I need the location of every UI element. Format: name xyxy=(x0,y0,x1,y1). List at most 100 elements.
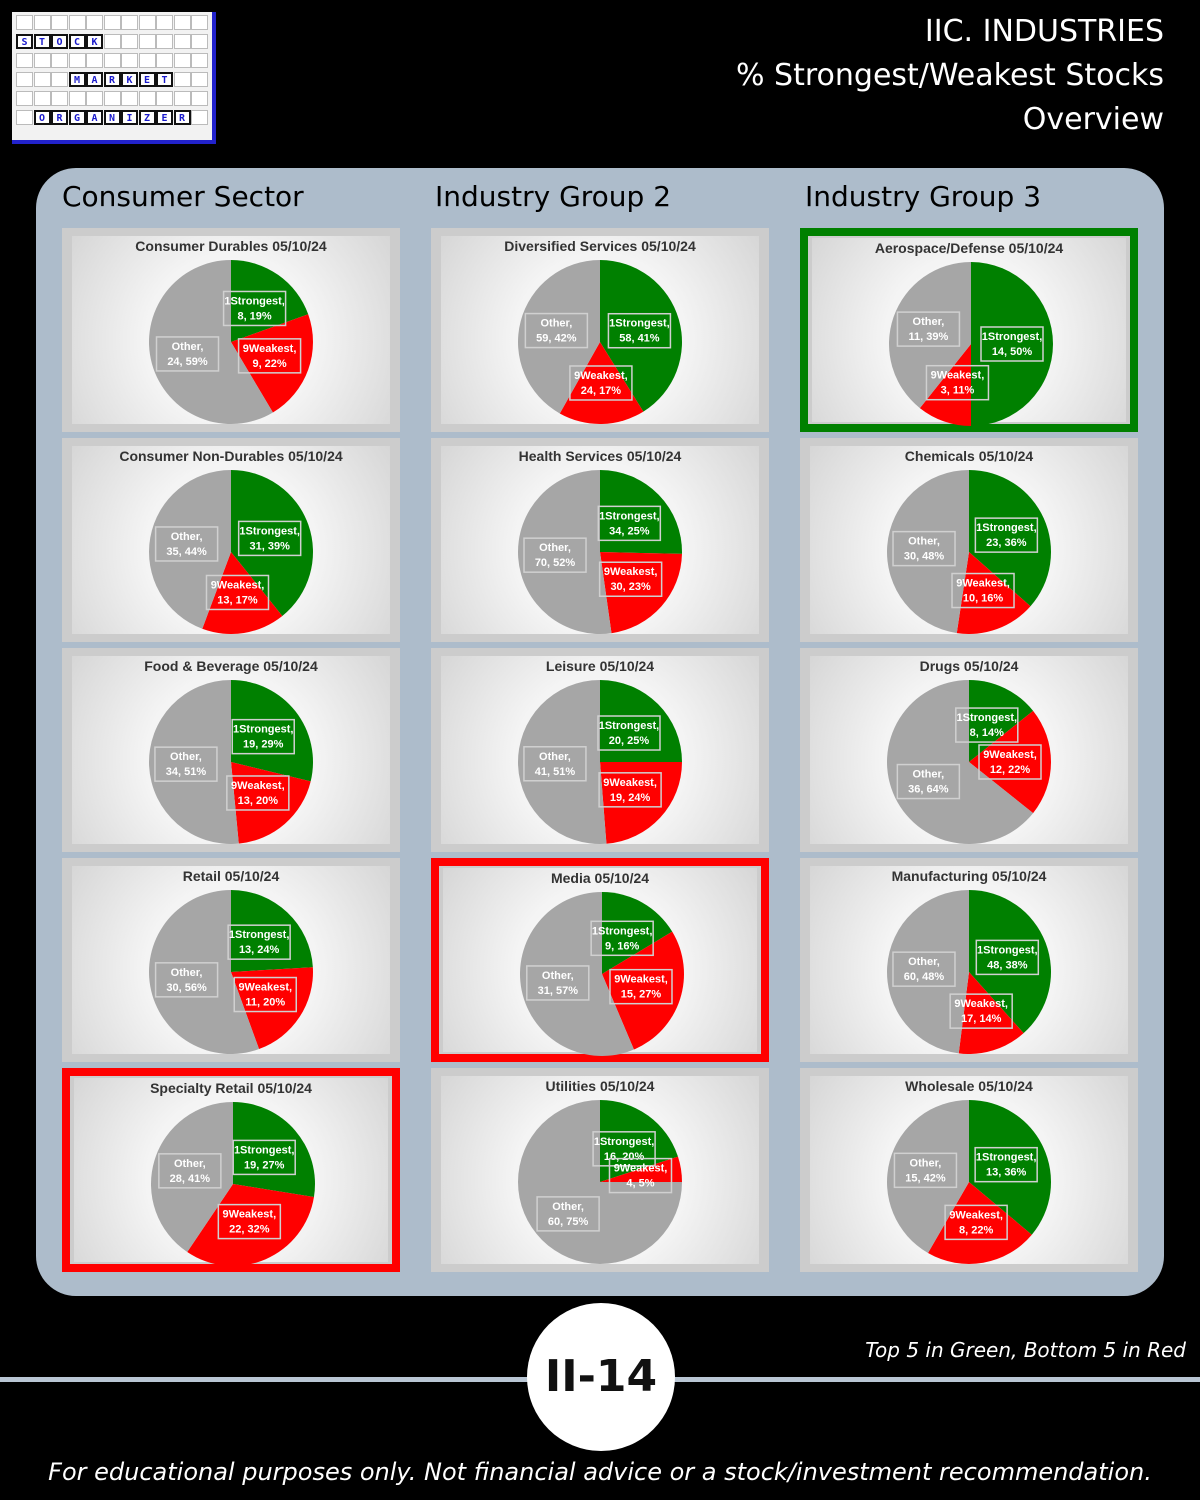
logo-grid-cell xyxy=(33,53,51,68)
data-label-text: 20, 25% xyxy=(609,735,650,747)
data-label-text: 30, 56% xyxy=(166,982,207,994)
data-label-box xyxy=(896,763,961,800)
data-label-box xyxy=(955,707,1019,743)
pie-chart-card-chemicals: Chemicals 05/10/24 1Strongest, 23, 36% 9Wea… xyxy=(800,438,1138,642)
data-label-9weakest: 9Weakest, 22, 32% xyxy=(217,1203,282,1240)
data-label-box xyxy=(607,312,672,349)
data-label-box xyxy=(158,1153,222,1189)
chart-title: Drugs 05/10/24 xyxy=(919,658,1019,674)
data-label-box xyxy=(217,1203,282,1240)
pie-chart-card-specialty-retail: Specialty Retail 05/10/24 1Strongest, 19, … xyxy=(62,1068,400,1272)
data-label-box xyxy=(222,290,287,327)
data-label-box xyxy=(974,517,1039,553)
pie-slice-other xyxy=(148,260,273,424)
title-line-3: Overview xyxy=(1022,102,1164,137)
data-label-9weakest: 9Weakest, 10, 16% xyxy=(951,572,1015,609)
pie-slice-9weakest xyxy=(202,552,283,634)
logo-letter: I xyxy=(121,110,138,125)
data-label-text: 17, 14% xyxy=(961,1013,1002,1025)
data-label-text: 48, 38% xyxy=(987,959,1028,971)
data-label-text: 19, 27% xyxy=(244,1159,285,1171)
pie-slice-other xyxy=(887,470,969,634)
logo-grid-cell xyxy=(16,110,33,125)
data-label-box xyxy=(944,1204,1008,1241)
data-label-text: 11, 39% xyxy=(909,331,949,343)
pie-chart: 1Strongest, 48, 38% 9Weakest, 17, 14% Other,… xyxy=(886,890,1051,1054)
logo-grid-cell xyxy=(103,91,121,106)
data-label-text: 1Strongest, xyxy=(599,720,660,732)
data-label-text: Other, xyxy=(908,956,940,968)
pie-chart: 1Strongest, 16, 20%9Weakest, 4, 5% Other, 60… xyxy=(518,1100,682,1264)
chart-title: Consumer Non-Durables 05/10/24 xyxy=(119,448,343,464)
data-label-other: Other, 70, 52% xyxy=(523,537,587,573)
pie-slice-1strongest xyxy=(971,262,1053,426)
pie-slice-9weakest xyxy=(187,1184,314,1266)
data-label-box xyxy=(597,505,662,542)
data-label-text: 35, 44% xyxy=(166,546,207,558)
logo-grid-cell xyxy=(51,91,68,106)
data-label-text: 60, 48% xyxy=(904,971,945,983)
logo-grid-cell xyxy=(16,72,33,87)
pie-chart: 1Strongest, 8, 14% 9Weakest, 12, 22% Other, 3… xyxy=(887,680,1051,844)
data-label-text: 9Weakest, xyxy=(603,777,657,789)
data-label-box xyxy=(523,537,587,573)
pie-slice-9weakest xyxy=(559,342,644,424)
data-label-text: 4, 5% xyxy=(626,1178,654,1190)
pie-chart-card-utilities: Utilities 05/10/24 1Strongest, 16, 20% 9Wea… xyxy=(431,1068,769,1272)
chart-area: Consumer Durables 05/10/24 1Strongest, 8, … xyxy=(72,236,390,424)
data-label-text: Other, xyxy=(912,769,944,781)
chart-area: Wholesale 05/10/24 1Strongest, 13, 36% 9Wea… xyxy=(810,1076,1128,1264)
pie-slice-1strongest xyxy=(231,890,313,972)
logo-grid-cell xyxy=(191,110,208,125)
chart-area: Aerospace/Defense 05/10/24 1Strongest, 14,… xyxy=(812,238,1126,426)
data-label-box xyxy=(523,746,587,782)
logo-grid-cell xyxy=(16,53,33,68)
pie-slice-1strongest xyxy=(600,680,682,762)
logo-letter: R xyxy=(173,110,191,125)
page-title: IIC. INDUSTRIES % Strongest/Weakest Stoc… xyxy=(736,10,1164,142)
data-label-box xyxy=(226,775,290,811)
data-label-1strongest: 1Strongest, 13, 24% xyxy=(227,924,291,960)
data-label-text: 8, 14% xyxy=(970,727,1004,739)
data-label-text: 31, 57% xyxy=(538,985,579,997)
pie-chart: 1Strongest, 14, 50% 9Weakest, 3, 11% Other, 1… xyxy=(889,262,1053,426)
data-label-text: 30, 48% xyxy=(904,551,945,563)
pie-slice-1strongest xyxy=(600,260,682,412)
data-label-text: 15, 42% xyxy=(905,1172,946,1184)
data-label-text: 10, 16% xyxy=(963,593,1004,605)
logo-grid-cell xyxy=(68,91,86,106)
data-label-text: 59, 42% xyxy=(536,333,577,345)
pie-chart: 1Strongest, 19, 27% 9Weakest, 22, 32% Other,… xyxy=(151,1102,315,1266)
data-label-text: 9Weakest, xyxy=(614,1163,668,1175)
chart-area: Drugs 05/10/24 1Strongest, 8, 14% 9Weakest,… xyxy=(810,656,1128,844)
data-label-box xyxy=(526,965,590,1001)
chart-area: Utilities 05/10/24 1Strongest, 16, 20% 9Wea… xyxy=(441,1076,759,1264)
pie-slice-1strongest xyxy=(231,680,313,782)
data-label-text: 58, 41% xyxy=(619,333,660,345)
pie-chart: 1Strongest, 8, 19% 9Weakest, 9, 22% Other, 24… xyxy=(148,260,313,424)
logo-letter: N xyxy=(103,110,121,125)
pie-slice-1strongest xyxy=(602,892,673,974)
data-label-other: Other, 30, 48% xyxy=(892,530,956,567)
data-label-text: 1Strongest, xyxy=(977,944,1038,956)
chart-title: Leisure 05/10/24 xyxy=(545,658,655,674)
data-label-text: 9Weakest, xyxy=(231,780,285,792)
pie-chart: 1Strongest, 9, 16% 9Weakest, 15, 27% Other, 3… xyxy=(519,892,684,1056)
logo-letter: E xyxy=(138,72,156,87)
data-label-1strongest: 1Strongest, 8, 19% xyxy=(222,290,287,327)
pie-slice-other xyxy=(517,680,607,844)
pie-chart: 1Strongest, 13, 36% 9Weakest, 8, 22% Other, 1… xyxy=(887,1100,1051,1264)
logo-letter: M xyxy=(68,72,86,87)
data-label-9weakest: 9Weakest, 12, 22% xyxy=(978,744,1042,780)
data-label-text: 1Strongest, xyxy=(239,525,300,537)
logo-grid-cell xyxy=(86,15,103,30)
data-label-text: Other, xyxy=(908,536,940,548)
logo-grid-cell xyxy=(86,53,103,68)
data-label-box xyxy=(598,772,662,808)
logo-letter: E xyxy=(156,110,173,125)
pie-slice-other xyxy=(889,262,971,409)
data-label-text: 11, 20% xyxy=(245,997,285,1009)
logo-letter: R xyxy=(51,110,68,125)
title-line-2: % Strongest/Weakest Stocks xyxy=(736,58,1164,93)
